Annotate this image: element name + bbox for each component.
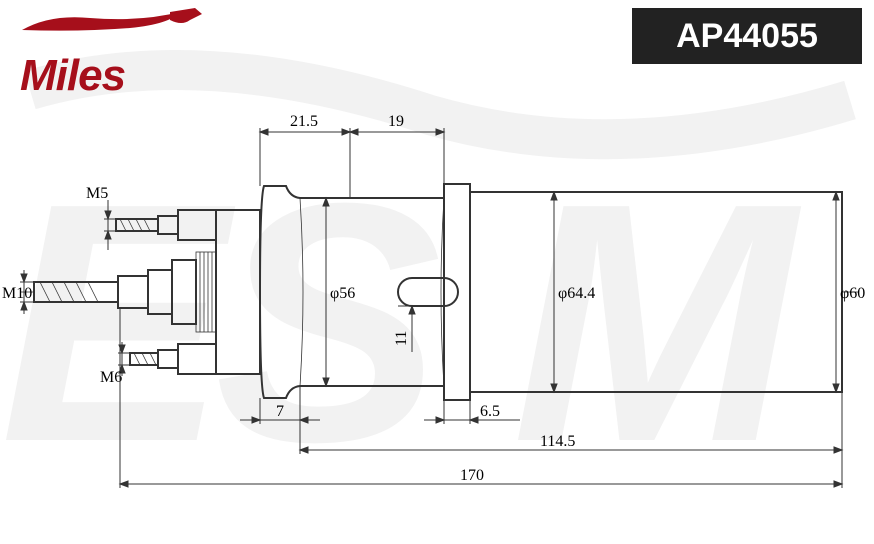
technical-drawing: 21.5 19 M5 M10 M6 φ56 φ64.4 xyxy=(0,102,874,502)
part-code-box: AP44055 xyxy=(632,8,862,64)
dim-11: 11 xyxy=(393,331,410,346)
dim-114-5: 114.5 xyxy=(540,433,575,450)
header: Miles AP44055 xyxy=(0,0,874,72)
dim-m5: M5 xyxy=(86,185,108,202)
dim-m10: M10 xyxy=(2,285,32,302)
dim-phi60: φ60 xyxy=(840,285,865,302)
part-code: AP44055 xyxy=(676,17,818,56)
dim-phi64-4: φ64.4 xyxy=(558,285,595,302)
dim-21-5: 21.5 xyxy=(290,113,318,130)
dim-6-5: 6.5 xyxy=(480,403,500,420)
dim-170: 170 xyxy=(460,467,484,484)
dim-19: 19 xyxy=(388,113,404,130)
dim-phi56: φ56 xyxy=(330,285,355,302)
brand-logo: Miles xyxy=(20,8,240,101)
dim-7: 7 xyxy=(276,403,284,420)
dim-m6: M6 xyxy=(100,369,122,386)
